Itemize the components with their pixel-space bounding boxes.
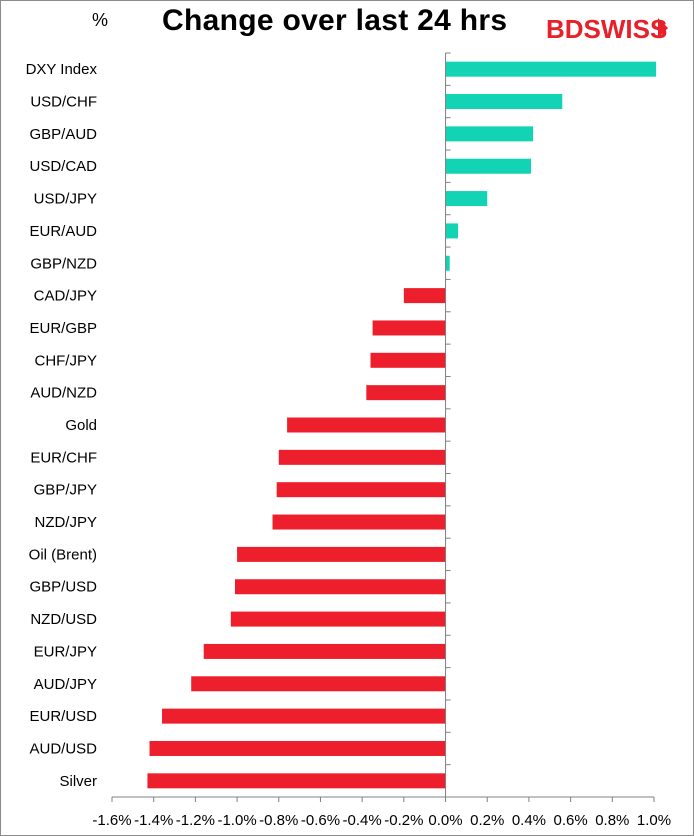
category-label: EUR/CHF <box>30 449 97 466</box>
bar-usd-chf <box>445 94 563 110</box>
category-label: GBP/JPY <box>34 482 97 499</box>
axes-group <box>111 52 655 802</box>
bar-gbp-usd <box>234 579 446 595</box>
category-label: CAD/JPY <box>34 288 97 305</box>
bar-nzd-jpy <box>272 514 446 530</box>
x-tick-label: 0.8% <box>595 812 629 829</box>
bar-usd-cad <box>445 158 532 174</box>
bar-dxy-index <box>445 61 657 77</box>
x-tick-label: -1.4% <box>134 812 173 829</box>
bar-gold <box>287 417 446 433</box>
tick-labels-group: -1.6% -1.4% -1.2% -1.0% -0.8% -0.6% -0.4% -0.2%… <box>92 812 671 829</box>
category-label: EUR/USD <box>29 708 97 725</box>
bar-eur-chf <box>278 449 446 465</box>
bar-aud-nzd <box>366 385 446 401</box>
x-tick-label: -0.8% <box>259 812 298 829</box>
logo-text: BDSWISS <box>546 14 668 44</box>
x-tick-label: -0.2% <box>384 812 423 829</box>
category-label: AUD/NZD <box>30 385 97 402</box>
bar-gbp-aud <box>445 126 534 142</box>
bar-silver <box>147 773 446 789</box>
category-label: Gold <box>65 417 97 434</box>
category-label: AUD/JPY <box>34 676 97 693</box>
category-label: EUR/JPY <box>34 643 97 660</box>
bar-cad-jpy <box>403 288 446 304</box>
category-label: CHF/JPY <box>34 352 97 369</box>
x-tick-label: 0.6% <box>554 812 588 829</box>
bar-chf-jpy <box>370 352 446 368</box>
category-label: Oil (Brent) <box>29 546 97 563</box>
bar-gbp-nzd <box>445 255 450 271</box>
category-label: NZD/JPY <box>34 514 97 531</box>
x-tick-label: -1.2% <box>176 812 215 829</box>
category-label: NZD/USD <box>30 611 97 628</box>
bar-gbp-jpy <box>276 482 446 498</box>
brand-logo: BDSWISS <box>546 14 668 44</box>
category-label: AUD/USD <box>29 740 97 757</box>
x-tick-label: 0.4% <box>512 812 546 829</box>
category-labels-group: DXY Index USD/CHF GBP/AUD USD/CAD USD/JPY EUR… <box>26 61 98 790</box>
bars-group <box>147 61 657 789</box>
category-label: GBP/NZD <box>30 255 97 272</box>
chart-title: Change over last 24 hrs <box>162 4 508 37</box>
bar-eur-jpy <box>203 643 446 659</box>
category-label: USD/CAD <box>29 158 97 175</box>
x-tick-label: -0.6% <box>301 812 340 829</box>
bar-aud-usd <box>149 740 446 756</box>
logo-arrow-icon <box>658 18 668 38</box>
bar-usd-jpy <box>445 191 488 207</box>
x-tick-label: 1.0% <box>637 812 671 829</box>
x-tick-label: 0.0% <box>428 812 462 829</box>
category-label: GBP/USD <box>29 579 97 596</box>
bar-aud-jpy <box>191 676 446 692</box>
bar-nzd-usd <box>230 611 446 627</box>
category-label: GBP/AUD <box>29 126 97 143</box>
category-label: USD/JPY <box>34 191 97 208</box>
bar-oil-brent <box>237 546 446 562</box>
category-label: DXY Index <box>26 61 98 78</box>
category-label: Silver <box>59 773 97 790</box>
category-label: EUR/AUD <box>29 223 97 240</box>
x-tick-label: -0.4% <box>343 812 382 829</box>
bar-eur-aud <box>445 223 459 239</box>
category-label: USD/CHF <box>30 94 97 111</box>
x-tick-label: 0.2% <box>470 812 504 829</box>
bar-eur-gbp <box>372 320 446 336</box>
bar-eur-usd <box>162 708 446 724</box>
x-tick-label: -1.6% <box>92 812 131 829</box>
x-tick-label: -1.0% <box>217 812 256 829</box>
unit-label: % <box>92 10 109 30</box>
category-label: EUR/GBP <box>29 320 97 337</box>
